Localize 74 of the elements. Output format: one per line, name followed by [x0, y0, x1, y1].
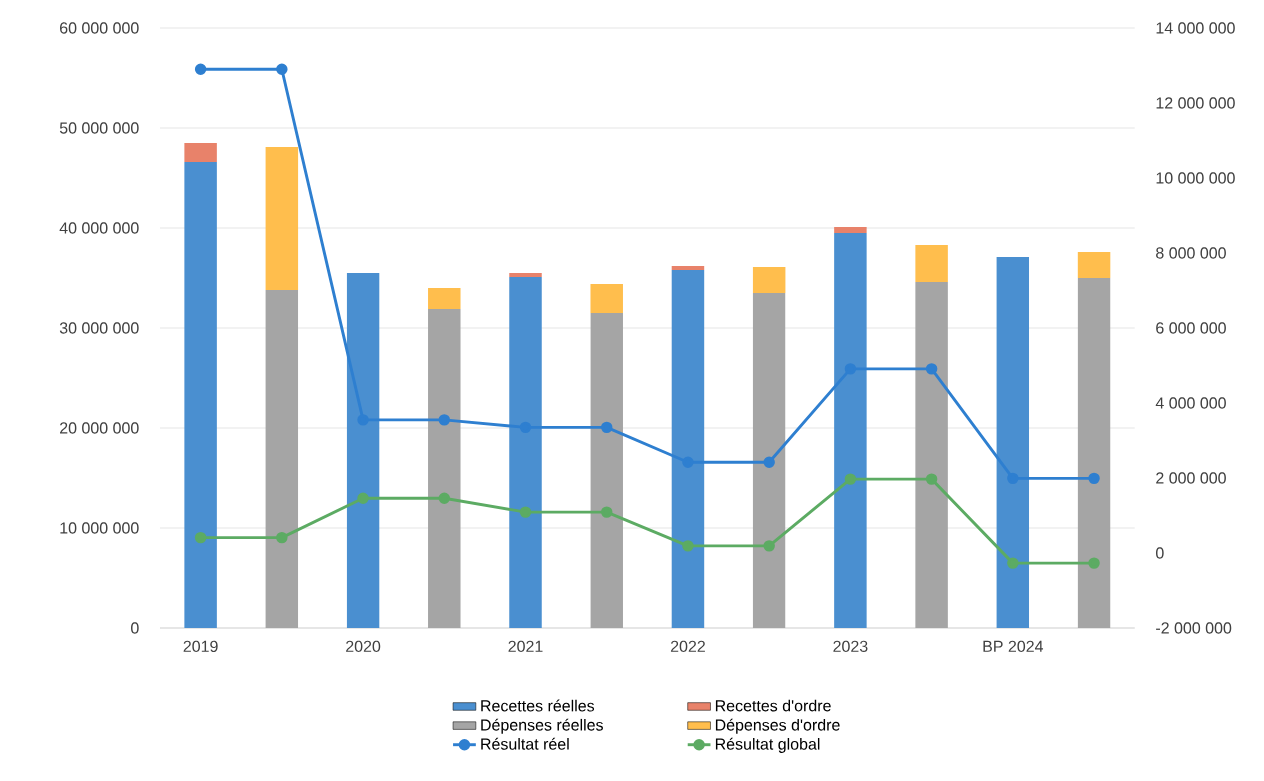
y2-tick-label: 2 000 000	[1156, 472, 1226, 484]
bar	[184, 142, 217, 162]
bar	[346, 272, 380, 628]
point	[682, 540, 694, 552]
bar	[915, 281, 948, 628]
point	[438, 414, 451, 426]
point	[1007, 472, 1019, 485]
bar	[752, 266, 786, 293]
y2-tick-label: 10 000 000	[1156, 172, 1235, 184]
point	[844, 363, 857, 375]
bar	[265, 146, 299, 290]
y2-tick-label: -2 000 000	[1156, 622, 1232, 634]
bar	[509, 272, 542, 277]
y-tick-label: 40 000 000	[59, 222, 139, 234]
point	[682, 456, 694, 468]
y-tick-label: 60 000 000	[60, 22, 139, 34]
point	[1007, 557, 1019, 569]
y-tick-label: 30 000 000	[59, 322, 139, 334]
point	[763, 456, 775, 468]
y-tick-label: 20 000 000	[60, 422, 139, 434]
x-tick-label: 2023	[833, 640, 868, 653]
bar	[1077, 251, 1111, 278]
bar	[428, 287, 461, 309]
bar	[590, 283, 623, 313]
y-tick-label: 10 000 000	[60, 522, 139, 534]
legend-label: Recettes réelles	[481, 699, 595, 712]
legend-label: Dépenses réelles	[481, 718, 603, 734]
y-tick-label: 50 000 000	[59, 122, 139, 134]
x-tick-label: 2021	[508, 640, 543, 653]
point	[519, 506, 532, 518]
x-tick-label: BP 2024	[983, 640, 1044, 653]
y2-tick-label: 0	[1156, 547, 1164, 559]
point	[357, 414, 369, 426]
x-tick-label: 2022	[670, 640, 705, 653]
y2-tick-label: 12 000 000	[1156, 97, 1235, 109]
bar	[265, 289, 299, 628]
point	[1088, 472, 1100, 485]
bar	[834, 232, 867, 628]
point	[438, 492, 451, 504]
point	[276, 63, 288, 75]
point	[276, 531, 288, 544]
bar	[428, 308, 461, 628]
legend-label: Résultat réel	[481, 737, 569, 750]
point	[357, 492, 369, 504]
bar	[671, 265, 705, 270]
point	[600, 421, 613, 434]
y2-tick-label: 4 000 000	[1155, 397, 1226, 409]
bar	[184, 161, 217, 628]
point	[925, 473, 938, 485]
bar	[590, 312, 623, 628]
point	[194, 63, 207, 75]
legend-label: Recettes d'ordre	[715, 699, 831, 712]
bar	[996, 256, 1030, 628]
point	[519, 421, 532, 434]
bar	[1077, 277, 1111, 628]
x-tick-label: 2020	[346, 640, 381, 653]
bar	[509, 276, 542, 628]
bar	[834, 226, 867, 233]
legend-label: Dépenses d'ordre	[715, 718, 840, 734]
point	[1088, 557, 1100, 569]
point	[925, 363, 938, 375]
point	[763, 540, 775, 552]
bar	[915, 244, 948, 282]
x-tick-label: 2019	[183, 640, 218, 653]
point	[844, 473, 857, 485]
point	[194, 531, 207, 544]
y2-tick-label: 6 000 000	[1156, 322, 1226, 334]
legend-label: Résultat global	[715, 737, 820, 753]
y2-tick-label: 14 000 000	[1156, 22, 1235, 34]
point	[600, 506, 613, 518]
y-tick-label: 0	[131, 622, 139, 634]
bar	[671, 269, 705, 628]
y2-tick-label: 8 000 000	[1156, 247, 1226, 259]
bar	[752, 292, 786, 628]
